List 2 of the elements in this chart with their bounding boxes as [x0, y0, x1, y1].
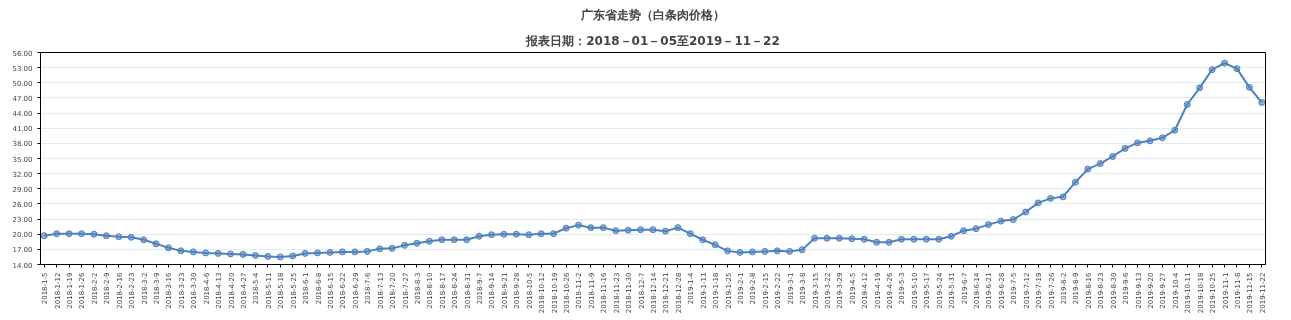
chart-title: 广东省走势（白条肉价格） [580, 7, 725, 22]
chart-subtitle: 报表日期：2018－01－05至2019－11－22 [525, 33, 780, 48]
